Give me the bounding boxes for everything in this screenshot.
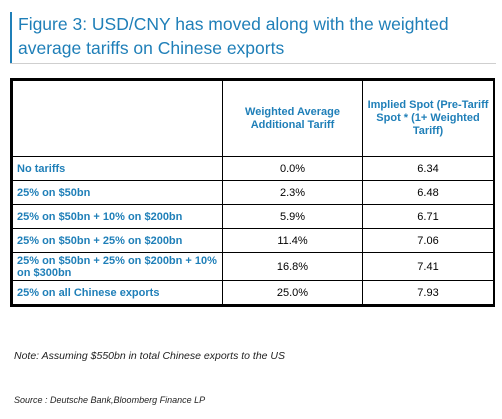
source-credit: Source : Deutsche Bank,Bloomberg Finance… xyxy=(14,395,206,405)
table-row: 25% on all Chinese exports 25.0% 7.93 xyxy=(12,280,494,305)
table-row: 25% on $50bn 2.3% 6.48 xyxy=(12,180,494,205)
row-spot: 6.34 xyxy=(362,156,494,181)
header-implied-spot: Implied Spot (Pre-Tariff Spot * (1+ Weig… xyxy=(362,80,494,157)
figure-title-line-2: average tariffs on Chinese exports xyxy=(18,38,285,58)
row-spot: 7.06 xyxy=(362,228,494,253)
row-label: 25% on $50bn + 10% on $200bn xyxy=(12,204,223,229)
row-tariff: 0.0% xyxy=(222,156,363,181)
row-label: 25% on $50bn + 25% on $200bn xyxy=(12,228,223,253)
table-row: No tariffs 0.0% 6.34 xyxy=(12,156,494,181)
row-spot: 7.41 xyxy=(362,252,494,281)
row-label: 25% on $50bn xyxy=(12,180,223,205)
title-divider xyxy=(10,63,496,64)
row-spot: 7.93 xyxy=(362,280,494,305)
figure-title-line-1: Figure 3: USD/CNY has moved along with t… xyxy=(18,14,449,34)
row-tariff: 5.9% xyxy=(222,204,363,229)
table-note: Note: Assuming $550bn in total Chinese e… xyxy=(14,350,286,362)
tariff-table-grid: Weighted Average Additional Tariff Impli… xyxy=(12,80,494,305)
row-tariff: 16.8% xyxy=(222,252,363,281)
tariff-table: Weighted Average Additional Tariff Impli… xyxy=(10,78,495,307)
table-row: 25% on $50bn + 25% on $200bn 11.4% 7.06 xyxy=(12,228,494,253)
header-weighted-tariff: Weighted Average Additional Tariff xyxy=(222,80,363,157)
table-row: 25% on $50bn + 25% on $200bn + 10% on $3… xyxy=(12,252,494,281)
row-label: 25% on $50bn + 25% on $200bn + 10% on $3… xyxy=(12,252,223,281)
row-tariff: 11.4% xyxy=(222,228,363,253)
figure-title: Figure 3: USD/CNY has moved along with t… xyxy=(10,12,496,64)
table-row: 25% on $50bn + 10% on $200bn 5.9% 6.71 xyxy=(12,204,494,229)
row-tariff: 25.0% xyxy=(222,280,363,305)
table-header-row: Weighted Average Additional Tariff Impli… xyxy=(12,80,494,157)
row-label: No tariffs xyxy=(12,156,223,181)
row-tariff: 2.3% xyxy=(222,180,363,205)
row-label: 25% on all Chinese exports xyxy=(12,280,223,305)
row-spot: 6.48 xyxy=(362,180,494,205)
row-spot: 6.71 xyxy=(362,204,494,229)
header-scenario xyxy=(12,80,223,157)
